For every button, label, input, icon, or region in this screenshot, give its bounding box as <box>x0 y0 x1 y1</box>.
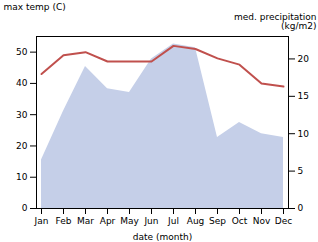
svg-text:20: 20 <box>298 54 310 64</box>
svg-text:May: May <box>120 216 139 226</box>
svg-text:0: 0 <box>22 203 28 213</box>
svg-text:Jul: Jul <box>167 216 179 226</box>
svg-text:Apr: Apr <box>100 216 116 226</box>
svg-text:15: 15 <box>298 91 309 101</box>
svg-text:Aug: Aug <box>187 216 205 226</box>
svg-text:40: 40 <box>16 78 28 88</box>
svg-text:Oct: Oct <box>232 216 248 226</box>
svg-text:Nov: Nov <box>253 216 271 226</box>
svg-text:Jun: Jun <box>143 216 158 226</box>
svg-text:med. precipitation(kg/m2): med. precipitation(kg/m2) <box>234 12 316 31</box>
svg-text:50: 50 <box>16 47 28 57</box>
svg-text:10: 10 <box>16 172 28 182</box>
svg-text:10: 10 <box>298 129 310 139</box>
svg-text:30: 30 <box>16 110 28 120</box>
svg-text:0: 0 <box>298 203 304 213</box>
svg-text:Sep: Sep <box>209 216 226 226</box>
svg-text:Jan: Jan <box>34 216 49 226</box>
svg-text:Feb: Feb <box>56 216 72 226</box>
svg-text:Mar: Mar <box>77 216 94 226</box>
svg-text:5: 5 <box>298 166 304 176</box>
svg-text:Dec: Dec <box>275 216 292 226</box>
svg-text:20: 20 <box>16 141 28 151</box>
svg-text:date (month): date (month) <box>133 232 192 242</box>
svg-text:max temp (C): max temp (C) <box>4 2 66 12</box>
